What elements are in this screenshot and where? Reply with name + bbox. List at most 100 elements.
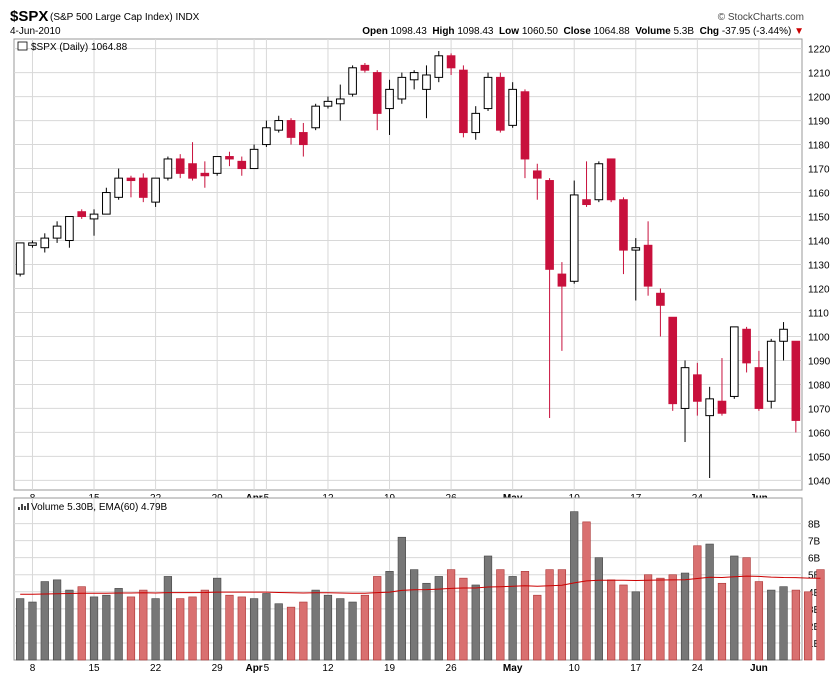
volume-panel[interactable]: 1B 2B 3B 4B 5B 6B 7B 8B Volume 5.30B, EMA(60) 4.… xyxy=(13,497,825,674)
candle-body xyxy=(114,177,123,198)
price-tick-label: 1160 xyxy=(808,189,830,200)
candle-body xyxy=(705,398,714,417)
candlestick xyxy=(89,209,99,236)
candlestick xyxy=(15,242,25,277)
candle-body xyxy=(188,163,197,179)
candlestick xyxy=(680,360,690,443)
candlestick xyxy=(311,103,320,131)
candlestick xyxy=(471,106,481,140)
volume-bar xyxy=(126,596,136,661)
volume-bar xyxy=(16,598,25,661)
x-tick-label: 24 xyxy=(692,663,704,674)
candle-body xyxy=(65,216,74,242)
price-tick-label: 1060 xyxy=(808,428,830,439)
volume-bar xyxy=(176,598,185,661)
volume-bar xyxy=(52,579,62,661)
candlestick xyxy=(729,326,739,399)
candlestick xyxy=(656,288,665,337)
volume-bar xyxy=(114,588,123,661)
volume-bar xyxy=(459,577,468,661)
candle-body xyxy=(717,400,727,414)
candlestick xyxy=(397,72,407,104)
volume-bar xyxy=(249,598,259,661)
candle-body xyxy=(28,242,37,246)
candlestick xyxy=(188,142,197,181)
candlestick xyxy=(779,322,788,361)
volume-bar xyxy=(520,571,530,661)
candlestick xyxy=(114,168,123,200)
ohlc-summary: Open 1098.43 High 1098.43 Low 1060.50 Cl… xyxy=(362,26,804,37)
candle-body xyxy=(299,132,308,146)
down-arrow-icon: ▼ xyxy=(794,26,804,37)
candle-body xyxy=(200,172,210,177)
candle-body xyxy=(656,292,665,306)
high-label: High xyxy=(432,26,455,37)
candlestick xyxy=(643,221,653,296)
candlestick xyxy=(335,84,345,121)
x-tick-label: 10 xyxy=(569,663,581,674)
low-value: 1060.50 xyxy=(521,26,558,37)
candle-body xyxy=(483,76,493,110)
volume-bar xyxy=(717,582,727,661)
exchange-label: INDX xyxy=(175,12,200,23)
price-legend: $SPX (Daily) 1064.88 xyxy=(17,41,128,53)
candle-body xyxy=(471,112,481,134)
price-tick-label: 1120 xyxy=(808,284,830,295)
candle-body xyxy=(779,328,788,342)
volume-bar xyxy=(545,569,554,661)
volume-bar xyxy=(607,579,616,661)
candle-body xyxy=(126,177,136,182)
candle-body xyxy=(569,194,579,282)
volume-label: Volume xyxy=(635,26,671,37)
price-tick-label: 1180 xyxy=(808,141,830,152)
candlestick xyxy=(348,65,357,97)
candlestick xyxy=(385,79,394,135)
volume-bar xyxy=(471,584,480,661)
candle-body xyxy=(274,120,284,131)
volume-bar xyxy=(28,601,37,661)
price-tick-label: 1050 xyxy=(808,452,830,463)
volume-bar xyxy=(656,577,665,661)
price-tick-label: 1150 xyxy=(808,213,830,224)
volume-bar xyxy=(767,589,776,661)
volume-bar xyxy=(237,596,246,661)
volume-bar xyxy=(311,589,320,661)
candle-body xyxy=(693,374,702,402)
candle-body xyxy=(262,127,271,146)
change-label: Chg xyxy=(699,26,720,37)
price-tick-label: 1130 xyxy=(808,261,830,272)
candlestick xyxy=(274,115,284,133)
candlestick xyxy=(323,96,333,109)
volume-legend-icon xyxy=(18,507,20,510)
change-value: -37.95 (-3.44%) xyxy=(721,26,792,37)
volume-bar xyxy=(496,569,505,661)
volume-bar xyxy=(360,594,370,661)
candlestick xyxy=(225,151,234,167)
candle-body xyxy=(520,91,530,160)
price-panel[interactable]: 1040 1050 1060 1070 1080 1090 1100 1110 1120 1130… xyxy=(13,38,830,504)
volume-bar xyxy=(163,576,173,661)
candlestick xyxy=(65,216,74,248)
candle-body xyxy=(237,160,247,170)
candlestick xyxy=(569,180,579,284)
volume-legend-icon xyxy=(24,506,26,510)
volume-bar xyxy=(348,601,357,661)
volume-bar xyxy=(582,521,591,661)
volume-bar xyxy=(446,569,456,661)
candlestick xyxy=(286,118,296,145)
volume-bar xyxy=(816,569,825,661)
candlestick xyxy=(766,338,776,409)
volume-bar xyxy=(557,569,567,661)
volume-legend-icon xyxy=(21,504,23,510)
candlestick xyxy=(594,161,604,203)
stockcharts-credit[interactable]: © StockCharts.com xyxy=(717,12,804,23)
volume-bar xyxy=(754,581,764,661)
low-label: Low xyxy=(499,26,520,37)
candle-body xyxy=(102,192,111,215)
candlestick xyxy=(532,163,542,200)
volume-bar xyxy=(804,591,813,661)
price-tick-label: 1080 xyxy=(808,380,830,391)
volume-bar xyxy=(570,511,579,661)
candle-body xyxy=(557,273,567,287)
